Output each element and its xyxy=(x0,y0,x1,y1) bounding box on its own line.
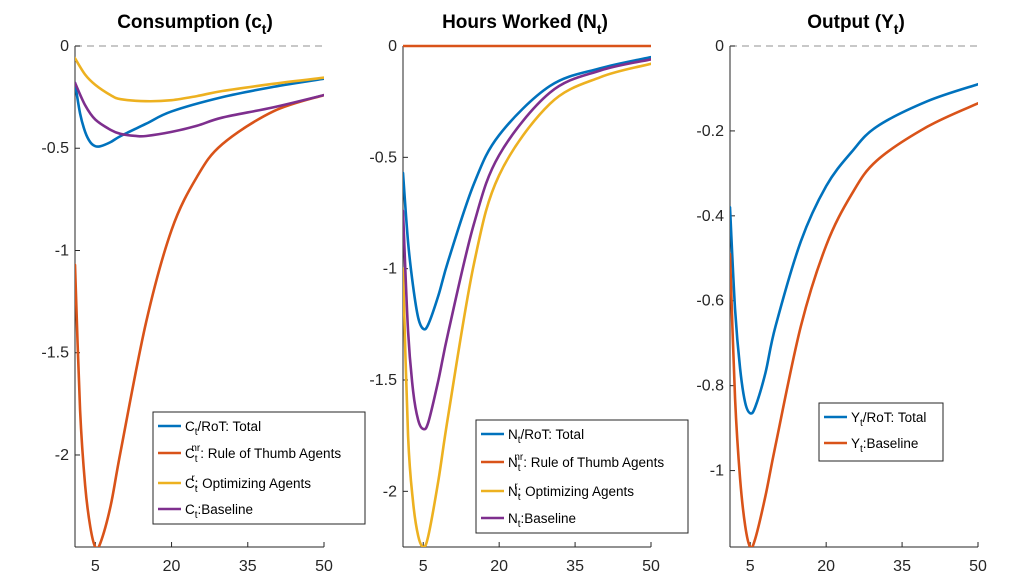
legend-box xyxy=(475,419,689,534)
legend: Ct/RoT: Total Ctnr: Rule of Thumb Agents C… xyxy=(152,411,366,525)
x-tick-label: 35 xyxy=(893,558,911,575)
series-line-2 xyxy=(730,102,978,547)
y-tick-label: -0.4 xyxy=(696,208,724,225)
series-line-4 xyxy=(403,58,651,431)
series-line-1 xyxy=(403,55,651,331)
series-line-3 xyxy=(75,56,324,103)
chart-title: Output (Yt) xyxy=(807,12,905,37)
y-tick-label: -1.5 xyxy=(41,345,69,362)
x-tick-label: 35 xyxy=(239,558,257,575)
legend-entry-label: Yt:Baseline xyxy=(851,436,918,455)
legend-entry-label: Nt:Baseline xyxy=(508,511,576,530)
y-tick-label: -2 xyxy=(383,483,397,500)
series-line-2 xyxy=(75,93,324,547)
legend-entry-label: Ntnr: Rule of Thumb Agents xyxy=(508,452,664,474)
y-tick-label: -0.8 xyxy=(696,378,724,395)
legend-entry-label: Ctr: Optimizing Agents xyxy=(185,473,311,495)
y-tick-label: 0 xyxy=(60,38,69,55)
x-tick-label: 5 xyxy=(419,558,428,575)
series-line-1 xyxy=(730,82,978,415)
legend-entry-label: Ct/RoT: Total xyxy=(185,419,261,438)
legend-box xyxy=(818,402,944,462)
x-tick-label: 20 xyxy=(163,558,181,575)
legend-entry-label: Yt/RoT: Total xyxy=(851,410,926,429)
y-tick-label: -1.5 xyxy=(369,372,397,389)
chart-title: Hours Worked (Nt) xyxy=(442,12,608,37)
series-line-4 xyxy=(75,81,324,138)
series-line-1 xyxy=(75,77,324,149)
legend-box xyxy=(152,411,366,525)
chart-panel-2: Hours Worked (Nt) 0 -0.5 -1 -1.5 -2 5 20 35 50 Nt/… xyxy=(369,12,689,575)
y-tick-label: -0.5 xyxy=(41,140,69,157)
x-tick-label: 20 xyxy=(490,558,508,575)
legend: Nt/RoT: Total Ntnr: Rule of Thumb Agents N… xyxy=(475,419,689,534)
y-tick-label: 0 xyxy=(715,38,724,55)
x-tick-label: 20 xyxy=(817,558,835,575)
x-tick-label: 50 xyxy=(315,558,333,575)
chart-title: Consumption (ct) xyxy=(117,12,273,37)
y-tick-label: -0.2 xyxy=(696,123,724,140)
x-tick-label: 50 xyxy=(642,558,660,575)
series-line-3 xyxy=(403,62,651,547)
y-tick-label: -1 xyxy=(710,463,724,480)
x-tick-label: 5 xyxy=(746,558,755,575)
legend: Yt/RoT: Total Yt:Baseline xyxy=(818,402,944,462)
legend-entry-label: Ntr: Optimizing Agents xyxy=(508,481,634,503)
legend-entry-label: Nt/RoT: Total xyxy=(508,427,584,446)
y-tick-label: 0 xyxy=(388,38,397,55)
legend-entry-label: Ct:Baseline xyxy=(185,502,253,521)
chart-panel-3: Output (Yt) 0 -0.2 -0.4 -0.6 -0.8 -1 5 20 35 50 Yt/… xyxy=(696,12,987,575)
chart-panel-1: Consumption (ct) 0 -0.5 -1 -1.5 -2 5 20 35 50 Ct/R… xyxy=(41,12,366,575)
x-tick-label: 5 xyxy=(91,558,100,575)
y-tick-label: -0.5 xyxy=(369,149,397,166)
y-tick-label: -1 xyxy=(55,242,69,259)
x-tick-label: 50 xyxy=(969,558,987,575)
y-tick-label: -0.6 xyxy=(696,293,724,310)
y-tick-label: -1 xyxy=(383,261,397,278)
y-tick-label: -2 xyxy=(55,447,69,464)
x-tick-label: 35 xyxy=(566,558,584,575)
legend-entry-label: Ctnr: Rule of Thumb Agents xyxy=(185,443,341,465)
